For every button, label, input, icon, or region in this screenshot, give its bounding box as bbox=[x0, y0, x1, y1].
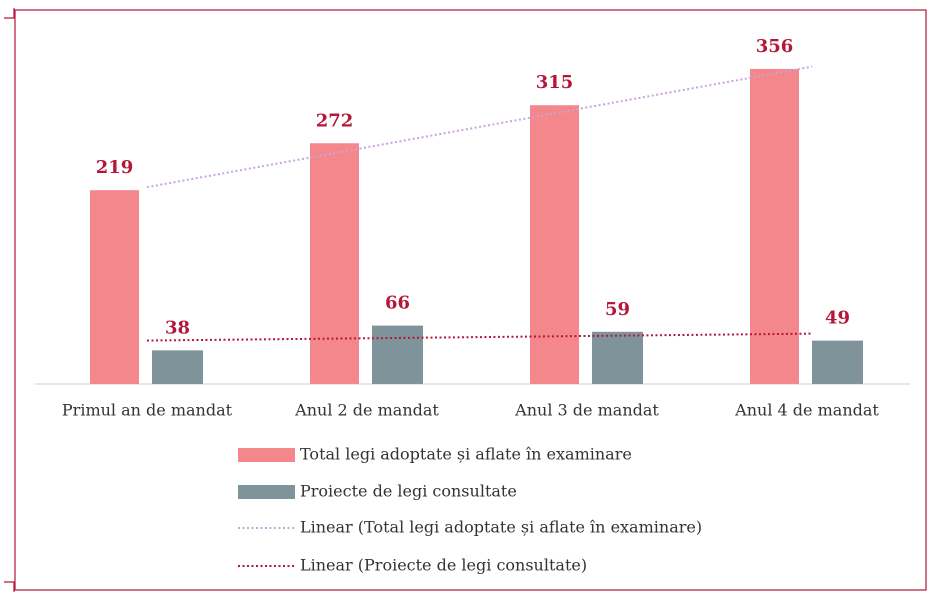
bar bbox=[530, 105, 579, 384]
trendline bbox=[146, 332, 813, 342]
data-label: 219 bbox=[96, 157, 134, 178]
bar bbox=[152, 350, 203, 384]
trendline bbox=[146, 65, 813, 189]
x-tick-label: Anul 3 de mandat bbox=[514, 401, 659, 420]
data-label: 272 bbox=[316, 110, 354, 131]
data-label: 59 bbox=[605, 299, 630, 320]
x-tick-label: Anul 2 de mandat bbox=[294, 401, 439, 420]
legend-swatch bbox=[238, 448, 295, 462]
legend-label: Proiecte de legi consultate bbox=[300, 482, 517, 501]
legend-label: Linear (Proiecte de legi consultate) bbox=[300, 556, 587, 575]
bar bbox=[750, 68, 799, 384]
bar bbox=[90, 190, 139, 384]
legend-swatch bbox=[238, 485, 295, 499]
x-tick-label: Anul 4 de mandat bbox=[734, 401, 879, 420]
bar bbox=[812, 340, 863, 384]
data-label: 38 bbox=[165, 317, 190, 338]
data-label: 315 bbox=[536, 72, 574, 93]
legend-label: Linear (Total legi adoptate și aflate în… bbox=[300, 518, 702, 537]
bar bbox=[372, 325, 423, 384]
frame bbox=[14, 9, 927, 591]
legend-label: Total legi adoptate și aflate în examina… bbox=[300, 445, 632, 464]
corner-marks bbox=[4, 8, 15, 592]
data-label: 49 bbox=[825, 308, 850, 329]
data-label: 356 bbox=[756, 36, 794, 57]
bar bbox=[592, 331, 643, 384]
x-tick-label: Primul an de mandat bbox=[62, 401, 233, 420]
data-label: 66 bbox=[385, 293, 410, 314]
bar bbox=[310, 143, 359, 384]
